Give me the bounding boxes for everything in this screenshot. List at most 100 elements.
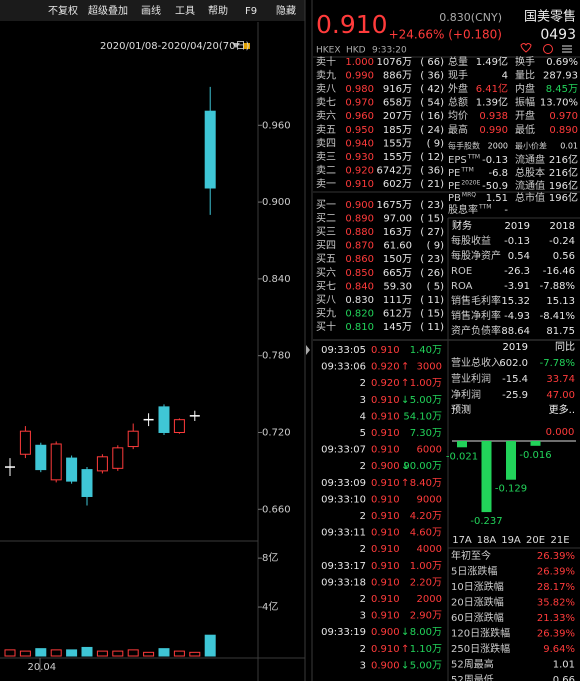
stat-value: 1.49亿 — [476, 55, 508, 68]
performance-label: 120日涨跌幅 — [451, 627, 510, 640]
trade-volume: 4.60万 — [410, 528, 442, 539]
book-orders: ( 21) — [420, 179, 444, 190]
book-volume: 916万 — [383, 84, 412, 95]
candle-body — [127, 430, 139, 448]
performance-label: 250日涨跌幅 — [451, 642, 510, 655]
performance-label: 52周最高 — [451, 658, 494, 671]
book-level: 卖十 — [316, 55, 336, 68]
lock-icon[interactable] — [243, 43, 250, 49]
trade-time: 2 — [360, 511, 366, 522]
finance-value: -0.13 — [504, 236, 530, 247]
stat-label-sup: MRQ — [462, 192, 476, 199]
performance-value: 9.64% — [543, 644, 575, 655]
toolbar-button[interactable]: F9 — [245, 6, 257, 17]
finance-value: -16.46 — [543, 266, 575, 277]
y-tick-label: 0.900 — [262, 197, 291, 208]
favorite-icon[interactable] — [520, 43, 532, 53]
toolbar-button[interactable]: 帮助 — [208, 4, 228, 17]
book-price: 0.810 — [345, 322, 374, 333]
candle-body — [19, 430, 31, 455]
volume-bar — [112, 650, 124, 657]
toolbar-button[interactable]: 画线 — [141, 4, 161, 17]
forecast-category: 20E — [526, 535, 545, 546]
trade-volume: 1.00万 — [410, 378, 442, 389]
trade-price: 0.910 — [371, 494, 400, 505]
book-volume: 111万 — [383, 295, 412, 306]
book-price: 0.840 — [345, 281, 374, 292]
trade-arrow: ↑ — [401, 478, 409, 489]
stat-label: 开盘 — [515, 109, 535, 122]
book-volume: 97.00 — [383, 214, 412, 225]
trade-time: 09:33:19 — [321, 627, 366, 638]
trade-time: 09:33:18 — [321, 577, 366, 588]
book-volume: 155万 — [383, 152, 412, 163]
finance-value: 0.56 — [553, 251, 575, 262]
trade-volume: 4000 — [417, 544, 442, 555]
book-level: 卖五 — [316, 124, 336, 136]
trade-time: 2 — [360, 644, 366, 655]
book-price: 0.960 — [345, 111, 374, 122]
book-volume: 6742万 — [377, 165, 412, 176]
stat-label: 流通值 — [515, 179, 545, 192]
stat-label: EPS — [448, 155, 467, 166]
trade-volume: 54.10万 — [403, 411, 442, 422]
book-level: 卖六 — [316, 110, 336, 122]
range-dropdown[interactable] — [232, 43, 240, 48]
y-tick-label: 0.960 — [262, 120, 291, 131]
trade-price: 0.900 — [371, 627, 400, 638]
trade-volume: 3000 — [417, 362, 442, 373]
book-level: 买九 — [316, 307, 336, 319]
finance-label: 销售净利率 — [451, 309, 501, 322]
toolbar-button[interactable]: 不复权 — [48, 4, 78, 17]
volume-bar — [96, 650, 108, 657]
forecast-more[interactable]: 更多.. — [549, 403, 575, 416]
book-orders: ( 36) — [420, 165, 444, 176]
book-volume: 602万 — [383, 179, 412, 190]
trade-arrow: ↓ — [401, 627, 409, 638]
forecast-category: 21E — [550, 535, 569, 546]
stat-value: 287.93 — [543, 71, 578, 82]
trade-volume: 7.30万 — [410, 428, 442, 439]
candle-body — [66, 457, 78, 482]
toolbar-button[interactable]: 工具 — [175, 5, 195, 17]
toolbar-button[interactable]: 超级叠加 — [88, 4, 128, 17]
stat-label: 均价 — [448, 110, 468, 122]
book-level: 买五 — [316, 253, 336, 265]
add-icon[interactable] — [543, 44, 553, 54]
finance-header: 2019 — [505, 221, 530, 232]
trade-price: 0.910 — [371, 445, 400, 456]
book-volume: 886万 — [383, 71, 412, 82]
stock-name: 国美零售 — [524, 9, 576, 25]
trade-volume: 2.90万 — [410, 611, 442, 622]
book-level: 卖四 — [316, 137, 336, 149]
performance-label: 20日涨跌幅 — [451, 596, 504, 609]
stat-value: -0.13 — [482, 155, 508, 166]
stat-label: 内盘 — [515, 82, 535, 95]
finance-header: 财务 — [452, 219, 472, 232]
menu-icon[interactable] — [562, 45, 572, 53]
finance-value: -7.88% — [540, 281, 575, 292]
book-level: 买四 — [316, 240, 336, 252]
trade-time: 3 — [360, 611, 366, 622]
forecast-value: 0.000 — [546, 427, 575, 438]
trade-arrow: ↓ — [401, 660, 409, 671]
forecast-bar — [481, 441, 492, 513]
book-level: 卖七 — [316, 97, 336, 109]
performance-label: 60日涨跌幅 — [451, 611, 504, 624]
income-value: -25.9 — [502, 390, 528, 401]
currency: HKD — [346, 46, 366, 56]
stat-value: - — [504, 205, 508, 216]
book-volume: 145万 — [383, 322, 412, 333]
candle-body — [50, 443, 62, 481]
book-orders: ( 26) — [420, 268, 444, 279]
trade-price: 0.910 — [371, 611, 400, 622]
trade-price: 0.920 — [371, 362, 400, 373]
collapse-arrow[interactable] — [306, 345, 310, 355]
toolbar-button[interactable]: 隐藏 — [276, 5, 296, 17]
y-tick-label: 0.720 — [262, 427, 291, 438]
stat-value: 2000 — [488, 142, 508, 151]
book-volume: 150万 — [383, 254, 412, 265]
book-orders: ( 36) — [420, 71, 444, 82]
x-tick-label: 20.04 — [27, 662, 56, 673]
stat-label: 现手 — [448, 69, 468, 82]
